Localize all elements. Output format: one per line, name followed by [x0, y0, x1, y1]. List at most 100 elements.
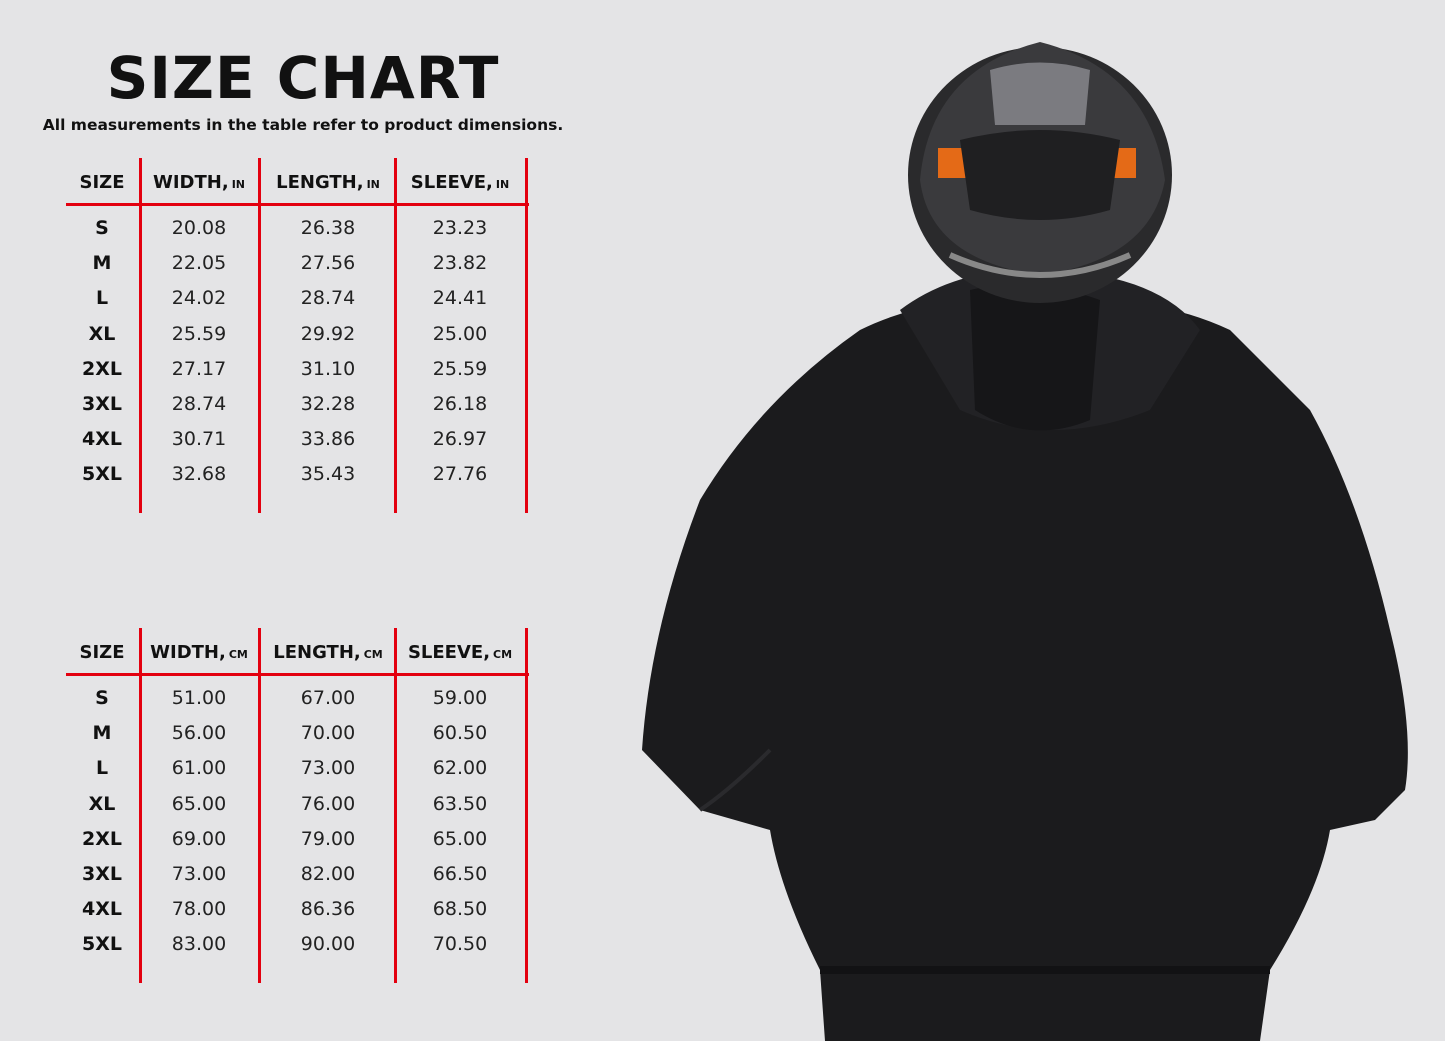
measurement-cell: 65.00	[432, 827, 488, 850]
column-header: SLEEVE, IN	[411, 172, 509, 193]
measurement-cell: 60.50	[432, 722, 488, 745]
header-unit: CM	[228, 648, 248, 661]
header-label: WIDTH,	[150, 642, 226, 663]
size-label: 4XL	[82, 428, 122, 451]
measurement-cell: 31.10	[300, 357, 356, 380]
measurement-cell: 32.68	[171, 463, 227, 486]
header-label: SLEEVE,	[407, 642, 491, 663]
size-label: XL	[88, 792, 116, 815]
measurement-cell: 22.05	[171, 252, 227, 275]
measurement-cell: 28.74	[300, 287, 356, 310]
measurement-cell: 32.28	[300, 393, 356, 415]
measurement-cell: 66.50	[432, 863, 488, 885]
column-header: SLEEVE, CM	[408, 642, 512, 663]
measurement-cell: 78.00	[171, 898, 227, 921]
measurement-cell: 70.50	[432, 933, 488, 956]
measurement-cell: 33.86	[300, 428, 356, 451]
size-label: M	[92, 252, 112, 275]
measurement-cell: 65.00	[171, 792, 227, 815]
model-photo	[642, 42, 1408, 1041]
size-label: L	[95, 287, 109, 310]
measurement-cell: 51.00	[171, 687, 227, 709]
measurement-cell: 82.00	[300, 863, 356, 885]
measurement-cell: 70.00	[300, 722, 356, 745]
measurement-cell: 35.43	[300, 463, 356, 486]
header-label: WIDTH,	[153, 172, 229, 193]
size-label: 3XL	[82, 863, 122, 885]
measurement-cell: 90.00	[300, 933, 356, 956]
size-label: S	[95, 687, 109, 709]
measurement-cell: 28.74	[171, 393, 227, 415]
helmet	[908, 42, 1172, 303]
header-unit: IN	[231, 178, 245, 191]
header-divider	[66, 673, 529, 676]
size-label: 2XL	[82, 827, 122, 850]
column-divider	[258, 158, 261, 513]
measurement-cell: 61.00	[171, 757, 227, 780]
page-title: SIZE CHART	[106, 44, 500, 112]
measurement-cell: 86.36	[300, 898, 356, 921]
measurement-cell: 25.59	[171, 322, 227, 345]
header-label: SLEEVE,	[410, 172, 493, 193]
column-header: SIZE	[79, 172, 124, 193]
header-unit: CM	[493, 648, 513, 661]
size-label: S	[95, 217, 109, 239]
measurement-cell: 67.00	[300, 687, 356, 709]
size-label: L	[95, 757, 109, 780]
column-header: LENGTH, CM	[273, 642, 383, 663]
column-header: LENGTH, IN	[276, 172, 380, 193]
measurement-cell: 69.00	[171, 827, 227, 850]
measurement-cell: 68.50	[432, 898, 488, 921]
column-divider	[525, 158, 528, 513]
measurement-cell: 73.00	[171, 863, 227, 885]
measurement-cell: 59.00	[432, 687, 488, 709]
measurement-cell: 83.00	[171, 933, 227, 956]
header-label: LENGTH,	[276, 172, 364, 193]
measurement-cell: 27.56	[300, 252, 356, 275]
column-divider	[139, 628, 142, 983]
column-header: WIDTH, IN	[153, 172, 245, 193]
measurement-cell: 24.02	[171, 287, 227, 310]
measurement-cell: 24.41	[432, 287, 488, 310]
measurement-cell: 20.08	[171, 217, 227, 239]
column-header: WIDTH, CM	[150, 642, 248, 663]
measurement-cell: 26.18	[432, 393, 488, 415]
measurement-cell: 26.97	[432, 428, 488, 451]
page-subtitle: All measurements in the table refer to p…	[42, 116, 564, 134]
header-label: SIZE	[79, 642, 125, 663]
header-unit: IN	[366, 178, 380, 191]
measurement-cell: 29.92	[300, 322, 356, 345]
measurement-cell: 56.00	[171, 722, 227, 745]
size-label: XL	[88, 322, 116, 345]
measurement-cell: 25.00	[432, 322, 488, 345]
column-header: SIZE	[79, 642, 124, 663]
measurement-cell: 23.82	[432, 252, 488, 275]
header-label: LENGTH,	[273, 642, 361, 663]
size-label: 5XL	[82, 933, 122, 956]
header-unit: CM	[363, 648, 383, 661]
size-table-inches: SIZE WIDTH, IN LENGTH, IN SLEEVE, IN S 20.08 26.3…	[0, 150, 560, 513]
measurement-cell: 73.00	[300, 757, 356, 780]
size-label: 4XL	[82, 898, 122, 921]
measurement-cell: 62.00	[432, 757, 488, 780]
column-divider	[139, 158, 142, 513]
column-divider	[394, 628, 397, 983]
header-label: SIZE	[79, 172, 125, 193]
column-divider	[525, 628, 528, 983]
measurement-cell: 25.59	[432, 357, 488, 380]
measurement-cell: 30.71	[171, 428, 227, 451]
measurement-cell: 76.00	[300, 792, 356, 815]
header-divider	[66, 203, 529, 206]
measurement-cell: 26.38	[300, 217, 356, 239]
hoodie-body	[642, 269, 1408, 1041]
size-label: 2XL	[82, 357, 122, 380]
measurement-cell: 63.50	[432, 792, 488, 815]
size-label: 5XL	[82, 463, 122, 486]
size-table-centimeters: SIZE WIDTH, CM LENGTH, CM SLEEVE, CM S 51.00 67.0…	[0, 620, 560, 983]
size-label: 3XL	[82, 393, 122, 415]
measurement-cell: 79.00	[300, 827, 356, 850]
column-divider	[258, 628, 261, 983]
header-unit: IN	[495, 178, 510, 191]
column-divider	[394, 158, 397, 513]
measurement-cell: 23.23	[432, 217, 488, 239]
